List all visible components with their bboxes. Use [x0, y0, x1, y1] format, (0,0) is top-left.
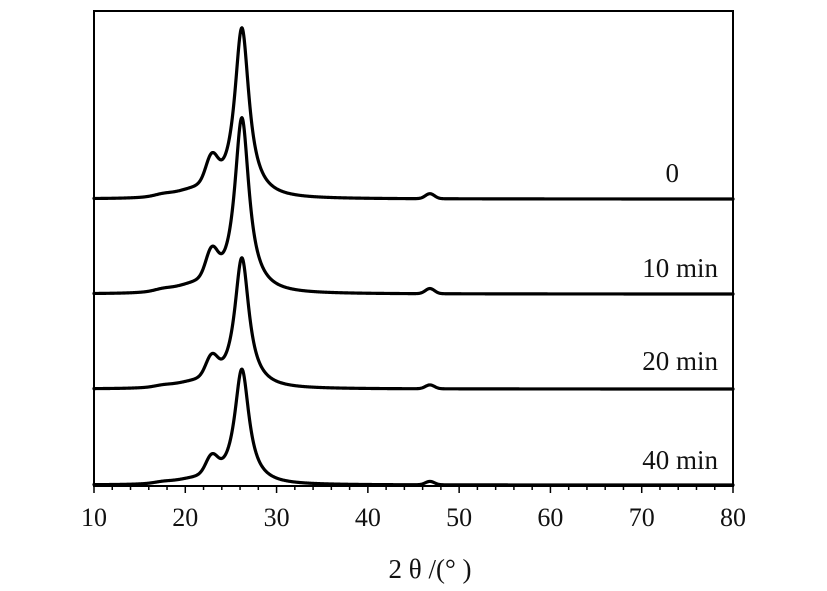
- trace-4: [92, 367, 735, 487]
- series-traces: [92, 26, 735, 487]
- series-label-2: 10 min: [642, 253, 718, 283]
- series-labels: 0 10 min 20 min 40 min: [642, 158, 718, 475]
- x-tick-label: 40: [355, 503, 381, 532]
- trace-3: [92, 256, 735, 391]
- series-label-1: 0: [666, 158, 680, 188]
- x-axis-ticks: [93, 486, 734, 493]
- x-tick-label: 80: [720, 503, 746, 532]
- x-tick-label: 30: [264, 503, 290, 532]
- series-label-4: 40 min: [642, 445, 718, 475]
- x-axis-tick-labels: 10 20 30 40 50 60 70 80: [81, 503, 746, 532]
- x-tick-label: 10: [81, 503, 107, 532]
- x-axis-label: 2 θ /(° ): [389, 554, 472, 584]
- trace-2: [92, 116, 735, 296]
- series-label-3: 20 min: [642, 346, 718, 376]
- x-tick-label: 20: [172, 503, 198, 532]
- plot-frame: [93, 10, 734, 487]
- x-tick-label: 60: [537, 503, 563, 532]
- x-tick-label: 70: [629, 503, 655, 532]
- x-tick-label: 50: [446, 503, 472, 532]
- trace-1: [92, 26, 735, 201]
